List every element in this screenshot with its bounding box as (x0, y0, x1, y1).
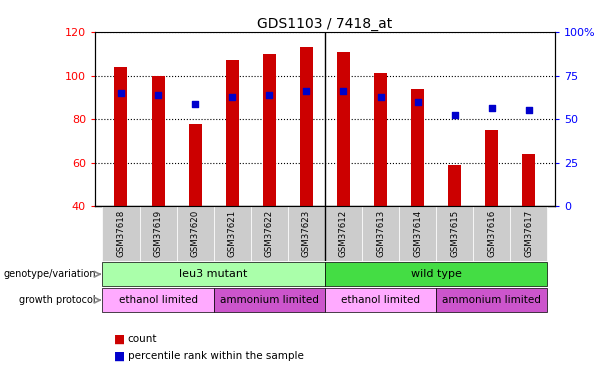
Bar (189, 123, 202, 206)
Point (338, 88, 348, 94)
Bar (214, 206, 251, 261)
Bar (399, 206, 436, 261)
Point (116, 90, 126, 96)
Point (264, 92, 274, 98)
Point (376, 94, 386, 100)
Text: GSM37622: GSM37622 (265, 210, 274, 258)
Point (153, 92, 163, 98)
Text: GSM37615: GSM37615 (450, 210, 459, 258)
Bar (374, 74, 387, 206)
Text: ethanol limited: ethanol limited (118, 295, 197, 305)
Point (190, 101, 200, 107)
Text: GSM37621: GSM37621 (227, 210, 237, 258)
Bar (288, 206, 325, 261)
Point (302, 88, 311, 94)
Bar (473, 206, 510, 261)
Text: ethanol limited: ethanol limited (341, 295, 420, 305)
Bar (325, 262, 547, 286)
Text: leu3 mutant: leu3 mutant (180, 269, 248, 279)
Text: ammonium limited: ammonium limited (220, 295, 319, 305)
Text: GSM37614: GSM37614 (413, 210, 422, 258)
Text: ■: ■ (114, 350, 125, 363)
Bar (263, 54, 276, 206)
Text: GSM37620: GSM37620 (191, 210, 200, 258)
Text: GSM37619: GSM37619 (153, 210, 162, 257)
Bar (448, 165, 461, 206)
Text: genotype/variation: genotype/variation (3, 269, 96, 279)
Bar (177, 206, 214, 261)
Text: growth protocol: growth protocol (19, 295, 96, 305)
Bar (362, 206, 399, 261)
Text: GSM37616: GSM37616 (487, 210, 497, 258)
Bar (411, 88, 424, 206)
Point (227, 94, 237, 100)
Text: percentile rank within the sample: percentile rank within the sample (128, 351, 303, 361)
Bar (251, 206, 288, 261)
Point (487, 105, 497, 111)
Bar (115, 67, 128, 206)
Bar (102, 206, 140, 261)
Bar (325, 206, 362, 261)
Bar (436, 206, 473, 261)
Text: GSM37617: GSM37617 (524, 210, 533, 258)
Bar (214, 288, 325, 312)
Text: wild type: wild type (411, 269, 462, 279)
Text: GSM37612: GSM37612 (339, 210, 348, 258)
Bar (485, 130, 498, 206)
Bar (337, 51, 350, 206)
Text: GSM37613: GSM37613 (376, 210, 385, 258)
Text: ■: ■ (114, 333, 125, 346)
Bar (325, 288, 436, 312)
Text: GSM37618: GSM37618 (116, 210, 126, 258)
Bar (522, 154, 535, 206)
Bar (436, 288, 547, 312)
Point (524, 107, 534, 113)
Bar (140, 206, 177, 261)
Point (450, 112, 460, 118)
Bar (226, 60, 238, 206)
Text: count: count (128, 334, 157, 344)
Bar (151, 75, 164, 206)
Text: GSM37623: GSM37623 (302, 210, 311, 258)
Title: GDS1103 / 7418_at: GDS1103 / 7418_at (257, 17, 392, 31)
Bar (102, 288, 214, 312)
Text: ammonium limited: ammonium limited (443, 295, 541, 305)
Point (413, 99, 422, 105)
Bar (510, 206, 547, 261)
Bar (102, 262, 325, 286)
Bar (300, 47, 313, 206)
